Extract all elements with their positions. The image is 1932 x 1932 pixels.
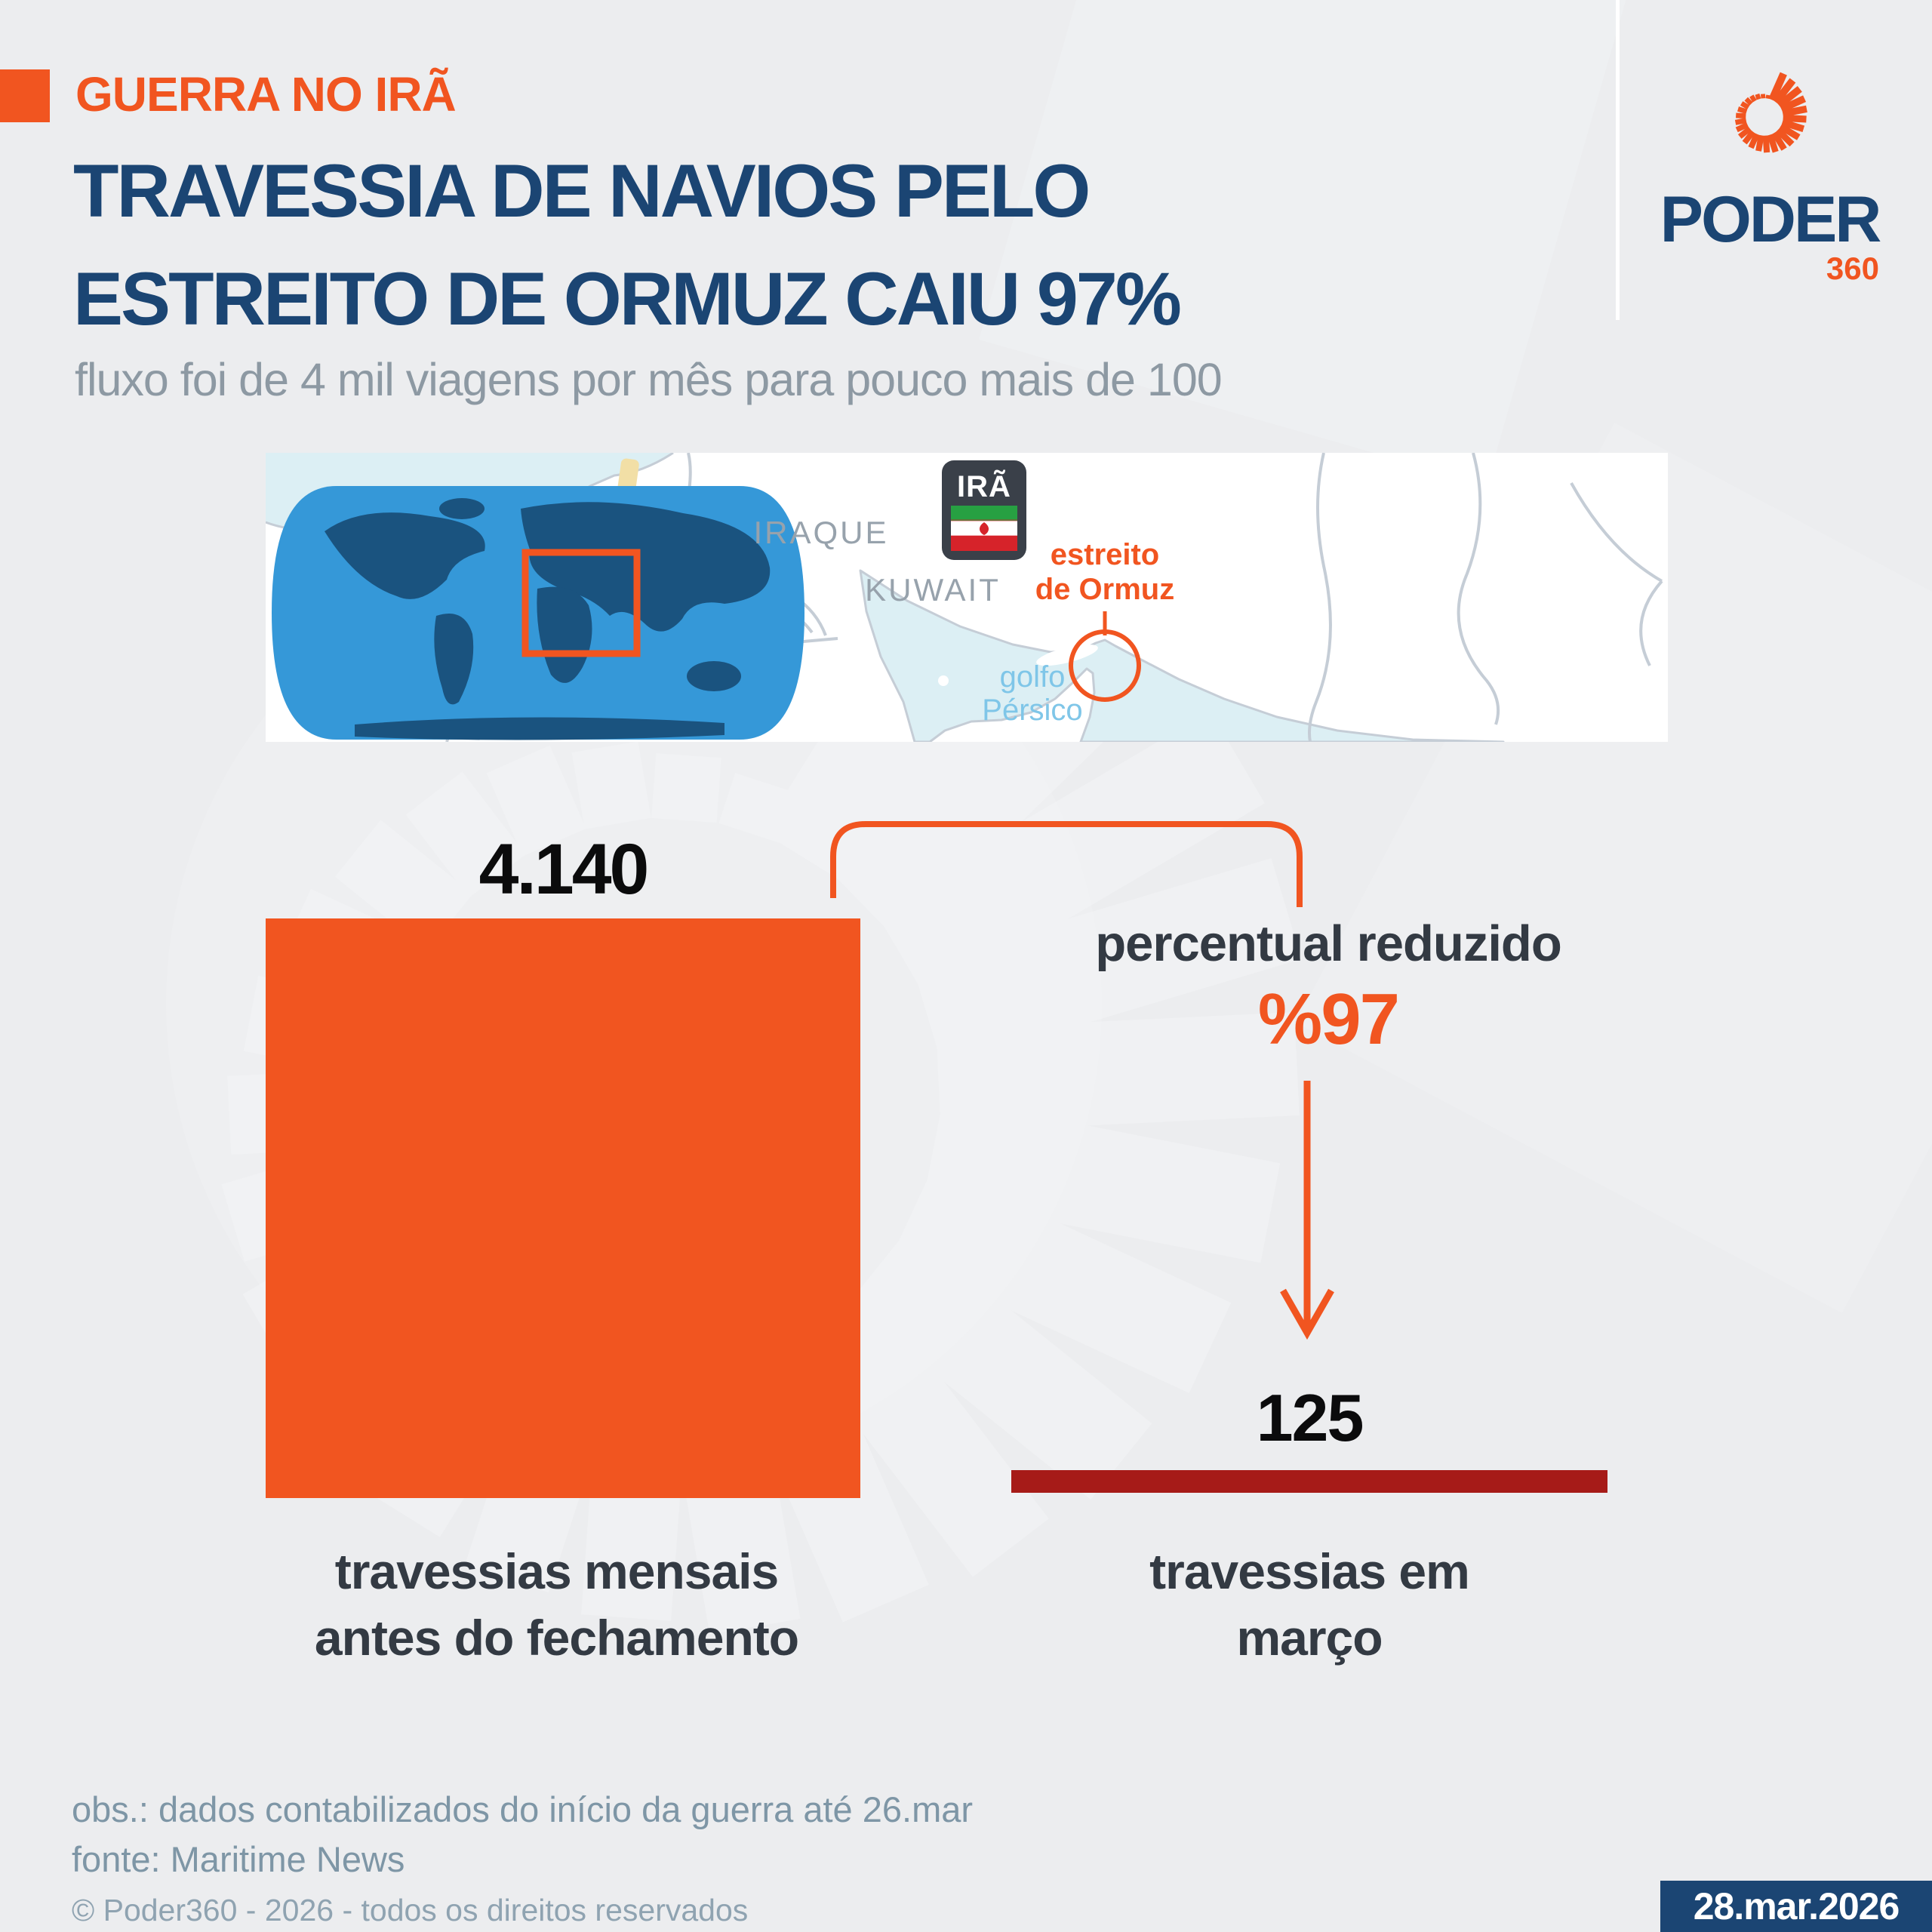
- map-label-strait-line2: de Ormuz: [1035, 573, 1174, 606]
- map-label-iran: IRÃ: [957, 469, 1011, 503]
- reduction-value: %97: [1257, 979, 1400, 1060]
- bar-before-caption-line2: antes do fechamento: [314, 1610, 799, 1666]
- tag-accent-square: [0, 69, 50, 122]
- world-map-highlight-rect: [521, 549, 641, 657]
- page-title: TRAVESSIA DE NAVIOS PELO ESTREITO DE ORM…: [73, 137, 1182, 352]
- footer-copyright: © Poder360 - 2026 - todos os direitos re…: [72, 1893, 749, 1927]
- bar-after-caption: travessias em março: [1015, 1538, 1604, 1672]
- bar-after: [1011, 1470, 1607, 1493]
- bar-after-caption-line1: travessias em: [1149, 1543, 1470, 1599]
- bar-before-caption: travessias mensais antes do fechamento: [192, 1538, 921, 1672]
- map-qeshm-island: [1036, 644, 1098, 666]
- map-label-strait-line1: estreito: [1051, 538, 1160, 571]
- bar-after-caption-line2: março: [1236, 1610, 1383, 1666]
- iran-flag-badge: IRÃ: [942, 460, 1026, 560]
- logo-360: 360: [1826, 251, 1879, 286]
- location-map: IRAQUE KUWAIT IRÃ estreito de Ormuz golf…: [266, 453, 1668, 742]
- bar-after-value: 125: [1256, 1380, 1364, 1455]
- iran-flag-icon: [951, 506, 1017, 551]
- reduction-bracket: [830, 821, 1303, 907]
- logo-divider: [1616, 0, 1620, 320]
- page-title-line1: TRAVESSIA DE NAVIOS PELO: [73, 149, 1091, 232]
- strait-circle-marker: [1069, 629, 1141, 702]
- poder360-sunburst-icon: [1734, 72, 1807, 153]
- bar-before-caption-line1: travessias mensais: [334, 1543, 779, 1599]
- map-label-gulf-line2: Pérsico: [982, 694, 1082, 727]
- page-subtitle: fluxo foi de 4 mil viagens por mês para …: [75, 354, 1223, 405]
- world-map-inset: [272, 486, 804, 740]
- down-arrow-icon: [1280, 1081, 1334, 1340]
- page-title-line2: ESTREITO DE ORMUZ CAIU 97%: [73, 256, 1182, 340]
- section-tag: GUERRA NO IRÃ: [75, 67, 457, 122]
- reduction-label: percentual reduzido: [1095, 915, 1562, 972]
- map-label-kuwait: KUWAIT: [865, 572, 1001, 608]
- map-bahrain-island: [938, 675, 949, 686]
- logo-wordmark: PODER: [1660, 183, 1882, 256]
- map-label-iraq: IRAQUE: [753, 515, 888, 550]
- bar-before-value: 4.140: [478, 829, 650, 909]
- footer-note: obs.: dados contabilizados do início da …: [72, 1789, 974, 1829]
- map-label-gulf-line1: golfo: [1000, 660, 1066, 694]
- bar-before: [266, 918, 860, 1498]
- footer-source: fonte: Maritime News: [72, 1839, 405, 1879]
- date-badge: 28.mar.2026: [1660, 1881, 1932, 1932]
